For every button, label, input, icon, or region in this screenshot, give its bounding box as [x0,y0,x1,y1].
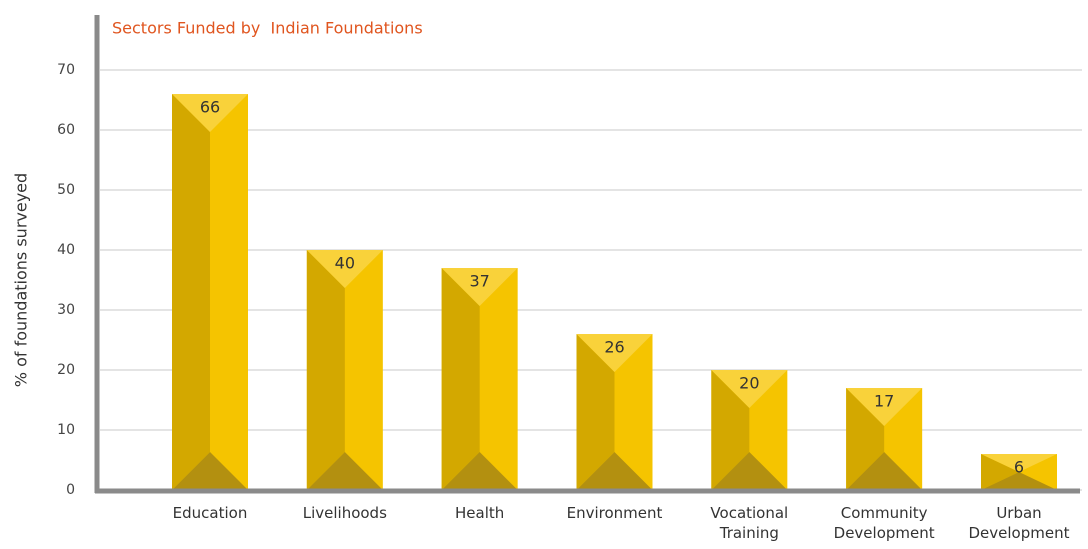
value-label: 40 [335,254,355,273]
bar-bottom [172,452,248,490]
bar-bottom [306,452,383,490]
y-tick-label: 10 [57,422,75,438]
y-tick-label: 0 [66,482,75,498]
bar-shade [576,334,615,490]
bar-shade [981,454,1019,490]
value-label: 17 [874,392,894,411]
x-tick-label: Livelihoods [302,504,387,522]
x-tick-label: Community Development [833,504,935,542]
bar-top [981,454,1057,472]
bar-top [172,94,248,132]
y-tick-label: 30 [57,302,75,318]
bar-top [441,268,518,306]
bar-top [711,370,788,408]
bar-shade [846,388,885,490]
y-tick-label: 40 [57,242,75,258]
x-tick-label: Vocational Training [710,504,789,542]
bar-shade [711,370,750,490]
x-tick-label: Health [455,504,505,522]
y-axis-label: % of foundations surveyed [12,173,31,387]
bar-top [306,250,383,288]
value-label: 20 [739,374,759,393]
x-tick-label: Environment [566,504,663,522]
x-tick-label: Urban Development [968,504,1070,542]
value-label: 66 [200,98,220,117]
value-label: 6 [1014,458,1024,477]
bar-shade [306,250,345,490]
y-tick-label: 20 [57,362,75,378]
y-tick-label: 50 [57,182,75,198]
bar-shade [441,268,480,490]
chart-title: Sectors Funded by Indian Foundations [112,19,423,38]
bar-bottom [846,452,923,490]
bar-shade [172,94,210,490]
bar-bottom [711,452,788,490]
bar-top [576,334,653,372]
bar-bottom [576,452,653,490]
bar-bottom [981,472,1057,490]
bar-top [846,388,923,426]
value-label: 26 [604,338,624,357]
y-tick-label: 70 [57,62,75,78]
x-tick-label: Education [172,504,248,522]
y-tick-label: 60 [57,122,75,138]
bar-bottom [441,452,518,490]
value-label: 37 [469,272,489,291]
